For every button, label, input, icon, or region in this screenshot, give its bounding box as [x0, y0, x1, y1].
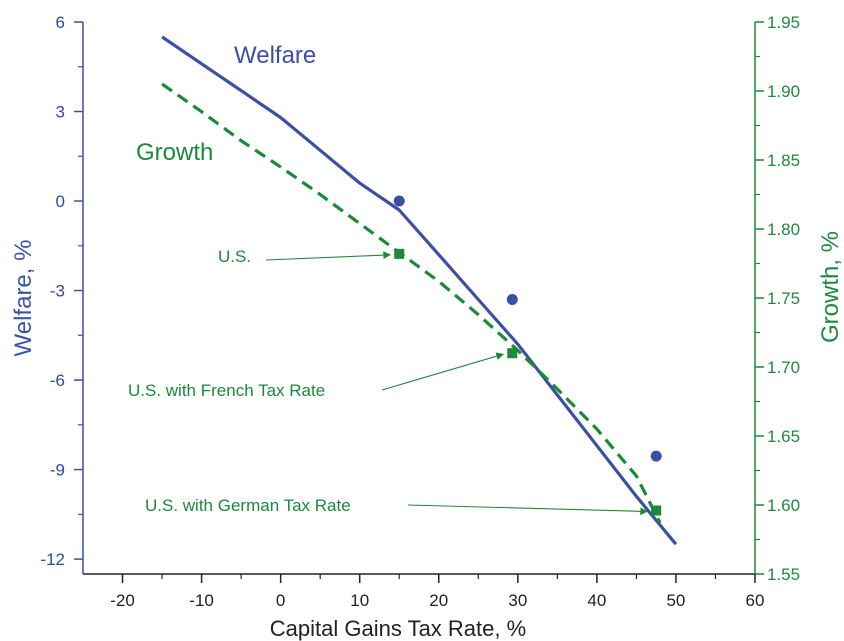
- left-axis-ticks: 6 3 0 -3 -6 -9 -12: [40, 13, 83, 569]
- welfare-point: [650, 450, 662, 462]
- x-tick-label: -20: [110, 591, 135, 610]
- growth-series-label: Growth: [136, 139, 213, 166]
- welfare-line: [161, 35, 678, 546]
- x-axis-title: Capital Gains Tax Rate, %: [270, 616, 526, 641]
- right-tick-label: 1.65: [767, 427, 800, 446]
- annotation-arrow: [265, 251, 392, 261]
- left-tick-label: -3: [50, 282, 65, 301]
- x-axis-ticks: -20 -10 0 10 20 30 40 50 60: [110, 574, 764, 610]
- welfare-point: [393, 195, 405, 207]
- left-tick-label: 3: [56, 103, 65, 122]
- marker-layer: [393, 195, 662, 516]
- right-tick-label: 1.60: [767, 496, 800, 515]
- x-tick-label: 50: [666, 591, 685, 610]
- x-tick-label: -10: [189, 591, 214, 610]
- axes: [82, 22, 756, 575]
- growth-point: [394, 248, 405, 259]
- x-tick-label: 10: [350, 591, 369, 610]
- welfare-series-label: Welfare: [234, 42, 316, 69]
- right-tick-label: 1.85: [767, 151, 800, 170]
- right-axis-title: Growth, %: [817, 231, 844, 343]
- series-layer: [161, 35, 678, 546]
- annotation-layer: U.S. U.S. with French Tax Rate U.S. with G…: [128, 247, 648, 516]
- x-tick-label: 60: [746, 591, 765, 610]
- annotation-label: U.S.: [218, 247, 251, 266]
- annotation-label: U.S. with German Tax Rate: [145, 496, 351, 515]
- left-axis-title: Welfare, %: [10, 240, 37, 357]
- right-tick-label: 1.55: [767, 565, 800, 584]
- growth-point: [507, 348, 518, 359]
- welfare-point: [506, 293, 518, 305]
- right-tick-label: 1.90: [767, 82, 800, 101]
- x-tick-label: 30: [508, 591, 527, 610]
- right-axis-ticks: 1.95 1.90 1.85 1.80 1.75 1.70 1.65 1.60 1.55: [755, 13, 800, 584]
- left-tick-label: -9: [50, 461, 65, 480]
- right-tick-label: 1.95: [767, 13, 800, 32]
- right-tick-label: 1.75: [767, 289, 800, 308]
- annotation-arrow: [381, 352, 505, 391]
- growth-point: [651, 505, 662, 516]
- left-tick-label: 6: [56, 13, 65, 32]
- left-tick-label: -6: [50, 371, 65, 390]
- x-tick-label: 20: [429, 591, 448, 610]
- left-tick-label: -12: [40, 550, 65, 569]
- x-tick-label: 40: [587, 591, 606, 610]
- right-tick-label: 1.80: [767, 220, 800, 239]
- growth-line: [161, 82, 662, 524]
- annotation-arrow: [407, 504, 648, 516]
- annotation-label: U.S. with French Tax Rate: [128, 381, 325, 400]
- x-tick-label: 0: [276, 591, 285, 610]
- left-tick-label: 0: [56, 192, 65, 211]
- right-tick-label: 1.70: [767, 358, 800, 377]
